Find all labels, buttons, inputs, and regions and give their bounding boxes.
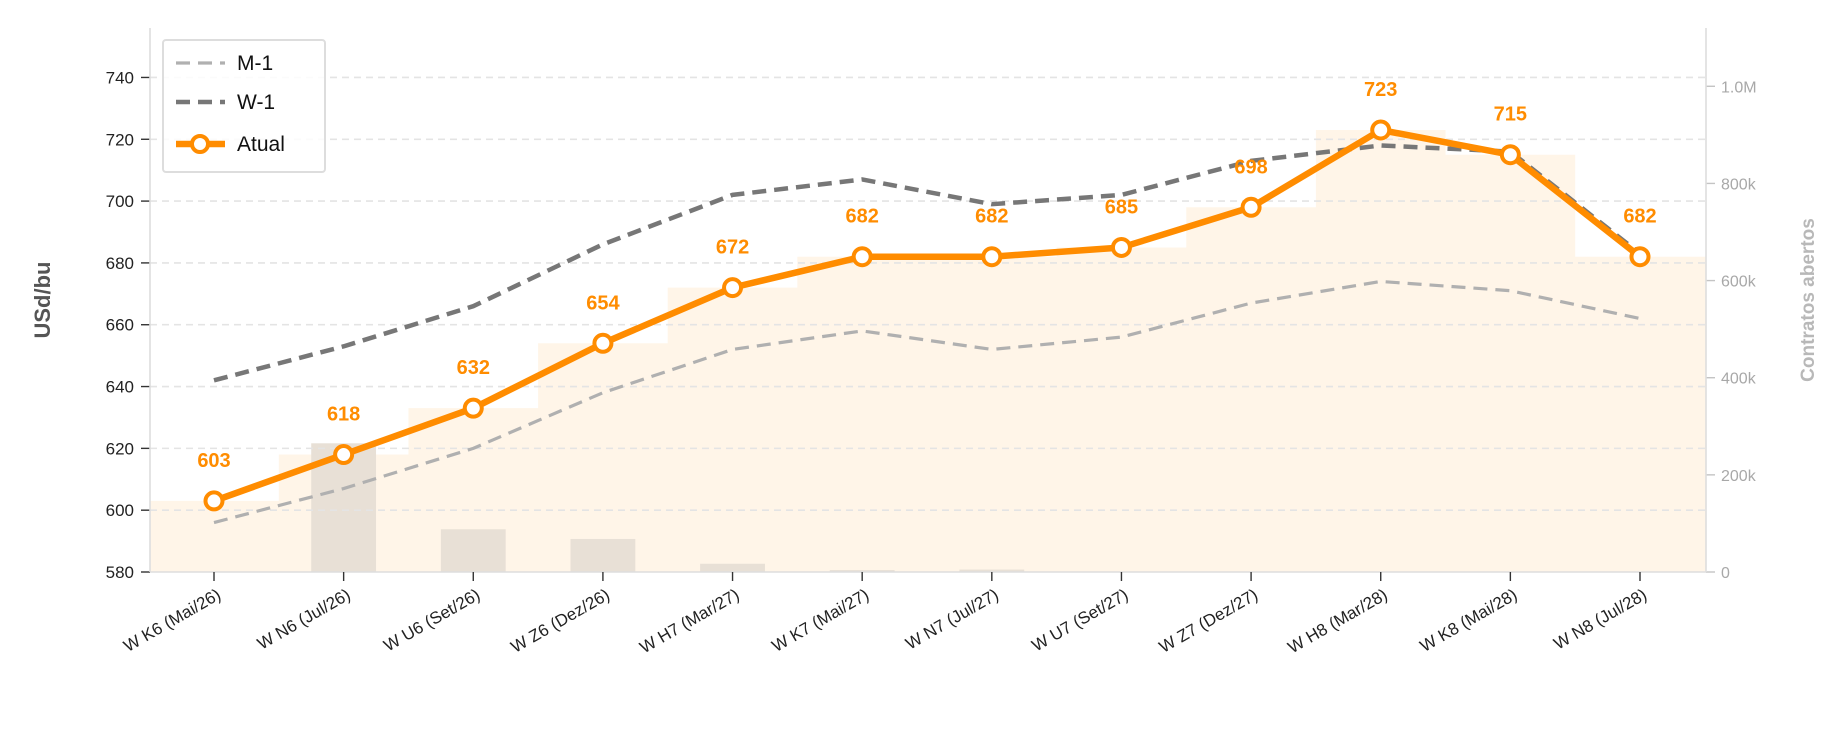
xtick-label-5: W K7 (Mai/27)	[769, 585, 873, 656]
xtick-label-8: W Z7 (Dez/27)	[1156, 585, 1261, 657]
xtick-label-1: W N6 (Jul/26)	[254, 585, 353, 653]
data-label-0: 603	[197, 450, 230, 472]
data-label-1: 618	[327, 404, 360, 426]
y-axis-title: USd/bu	[30, 262, 55, 339]
y2-axis-title: Contratos abertos	[1798, 218, 1819, 382]
ytick-label-3: 640	[106, 378, 134, 397]
xtick-label-10: W K8 (Mai/28)	[1417, 585, 1521, 656]
series-point-2-8	[1240, 196, 1262, 218]
data-labels: 603 618 632 654 672 682 682 685 698 723 715 682	[197, 79, 1656, 472]
ytick-label-7: 720	[106, 130, 134, 149]
legend-label-2: Atual	[237, 133, 285, 156]
xtick-label-0: W K6 (Mai/26)	[120, 585, 224, 656]
y2tick-label-2: 400k	[1721, 371, 1757, 388]
series-point-2-2	[462, 397, 484, 419]
y2tick-label-3: 600k	[1721, 274, 1757, 291]
ytick-label-4: 660	[106, 316, 134, 335]
series-point-2-6	[981, 246, 1003, 268]
data-label-10: 715	[1494, 104, 1527, 126]
ytick-label-8: 740	[106, 68, 134, 87]
bar-4	[700, 563, 765, 572]
ytick-label-0: 580	[106, 563, 134, 582]
data-label-8: 698	[1234, 156, 1267, 178]
ytick-label-5: 680	[106, 254, 134, 273]
legend-label-0: M-1	[237, 52, 273, 75]
series-point-2-4	[722, 277, 744, 299]
area-fill-layer	[150, 130, 1706, 572]
bar-3	[570, 538, 636, 572]
series-line-0	[213, 279, 1641, 525]
series-point-2-10	[1499, 144, 1521, 166]
legend: M-1 W-1 Atual	[162, 39, 326, 173]
series-lines	[203, 119, 1651, 525]
series-point-2-11	[1629, 246, 1651, 268]
series-point-2-9	[1370, 119, 1392, 141]
y2tick-label-4: 800k	[1721, 176, 1757, 193]
data-label-4: 672	[716, 237, 749, 259]
ytick-label-6: 700	[106, 192, 134, 211]
ytick-label-1: 600	[106, 501, 134, 520]
data-label-6: 682	[975, 206, 1008, 228]
xtick-label-11: W N8 (Jul/28)	[1551, 585, 1650, 653]
xtick-label-7: W U7 (Set/27)	[1029, 585, 1132, 655]
data-label-11: 682	[1623, 206, 1656, 228]
bar-6	[959, 569, 1025, 572]
xtick-label-9: W H8 (Mar/28)	[1285, 585, 1391, 657]
series-point-2-5	[851, 246, 873, 268]
series-line-2	[210, 126, 1644, 505]
y2tick-label-5: 1.0M	[1721, 79, 1757, 96]
legend-label-1: W-1	[237, 91, 275, 114]
bar-5	[829, 570, 895, 572]
ytick-label-2: 620	[106, 439, 134, 458]
xtick-label-2: W U6 (Set/26)	[380, 585, 483, 655]
series-point-2-1	[333, 444, 355, 466]
xtick-label-6: W N7 (Jul/27)	[902, 585, 1001, 653]
series-point-2-0	[203, 490, 225, 512]
data-label-3: 654	[586, 292, 620, 314]
data-label-7: 685	[1105, 196, 1138, 218]
xtick-label-4: W H7 (Mar/27)	[637, 585, 743, 657]
series-point-2-7	[1110, 236, 1132, 258]
y2tick-label-1: 200k	[1721, 468, 1757, 485]
series-line-1	[213, 143, 1642, 383]
bar-2	[440, 529, 506, 572]
series-point-2-3	[592, 332, 614, 354]
data-label-2: 632	[457, 357, 490, 379]
data-label-5: 682	[845, 206, 878, 228]
xtick-label-3: W Z6 (Dez/26)	[508, 585, 613, 657]
legend-marker-2	[190, 134, 210, 154]
area-fill	[150, 130, 1706, 572]
y2tick-label-0: 0	[1721, 565, 1730, 582]
data-label-9: 723	[1364, 79, 1397, 101]
